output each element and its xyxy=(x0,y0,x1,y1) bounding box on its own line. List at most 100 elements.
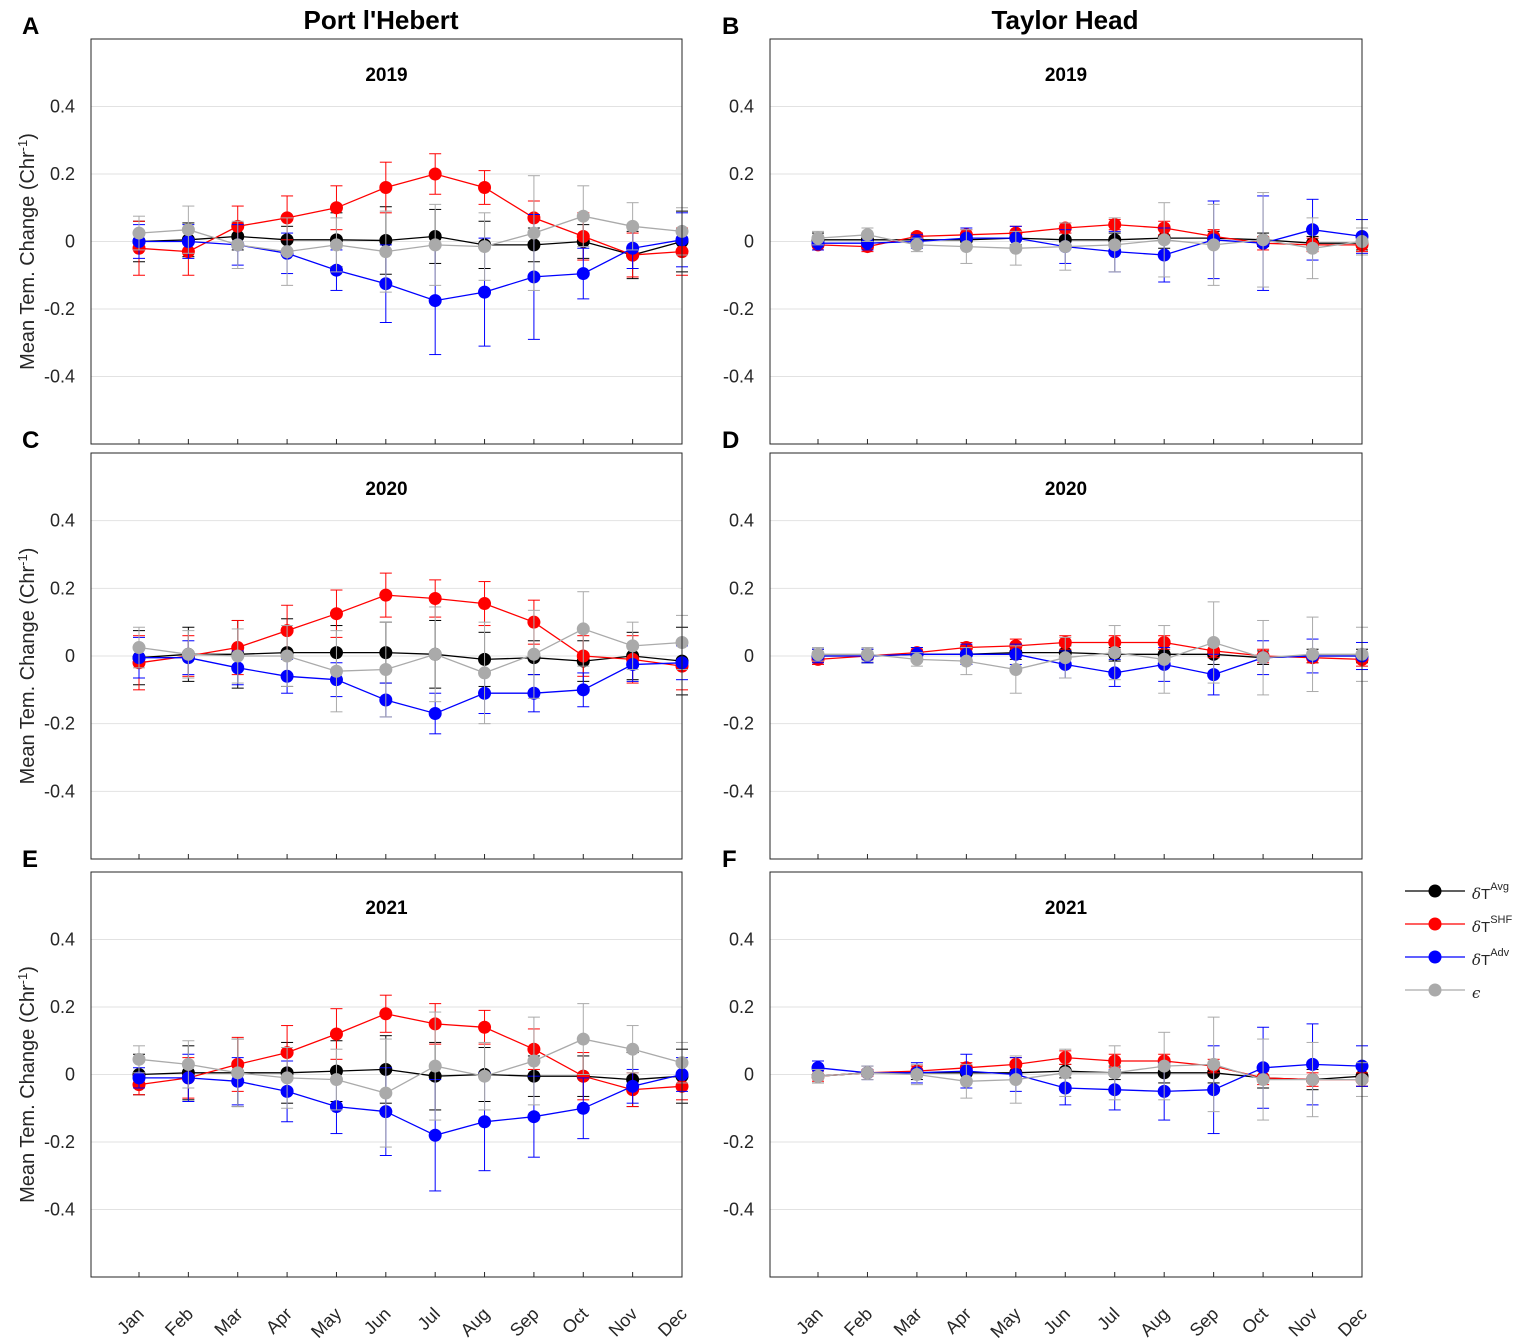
y-tick-label: 0.4 xyxy=(729,511,754,531)
data-point-eps xyxy=(910,1068,924,1081)
series-line-shf xyxy=(138,1013,683,1091)
y-tick-label: -0.2 xyxy=(44,714,75,734)
data-point-eps xyxy=(576,622,590,636)
y-axis-label: Mean Tem. Change (Chr-1) xyxy=(15,548,40,785)
series-shf xyxy=(132,994,689,1108)
data-point-shf xyxy=(576,1069,590,1083)
y-tick-label: -0.2 xyxy=(723,1132,754,1152)
series-shf xyxy=(811,218,1369,254)
data-point-shf xyxy=(379,181,393,194)
plot-frame xyxy=(90,452,683,860)
data-point-adv xyxy=(576,267,590,281)
x-tick-label: Mar xyxy=(890,1304,926,1338)
panel-letter: E xyxy=(22,846,38,873)
column-title-left: Port l'Hebert xyxy=(304,5,459,35)
plot-frame xyxy=(769,871,1363,1278)
data-point-eps xyxy=(1256,233,1270,247)
data-point-eps xyxy=(478,666,492,680)
data-point-eps xyxy=(811,1069,825,1083)
series-eps xyxy=(132,175,689,293)
plot-frame xyxy=(90,38,683,445)
data-point-eps xyxy=(478,1069,492,1083)
data-point-eps xyxy=(1256,651,1270,665)
legend-item-shf: δTSHF xyxy=(1405,914,1512,936)
x-tick-label: Apr xyxy=(941,1304,975,1338)
x-tick-label: Jul xyxy=(1093,1304,1123,1334)
panel-c: 0.4 0.2 0 -0.2 -0.4 2020 C Mean Tem. Change (Ch… xyxy=(15,427,689,860)
data-point-eps xyxy=(527,226,541,240)
data-point-eps xyxy=(1157,233,1171,247)
column-title-right: Taylor Head xyxy=(992,5,1139,35)
data-point-eps xyxy=(626,1042,640,1056)
panel-title: 2019 xyxy=(1045,65,1087,86)
y-tick-label: 0.2 xyxy=(729,164,754,184)
data-point-eps xyxy=(379,245,393,259)
series-line-adv xyxy=(817,1063,1363,1093)
data-point-eps xyxy=(280,649,294,663)
y-tick-label: 0.2 xyxy=(50,164,75,184)
data-point-eps xyxy=(329,238,343,252)
y-tick-label: 0.2 xyxy=(729,997,754,1017)
data-point-shf xyxy=(329,1027,343,1041)
y-tick-label: -0.4 xyxy=(44,367,75,387)
series-avg xyxy=(132,206,689,280)
data-point-eps xyxy=(478,240,492,254)
y-tick-label: -0.2 xyxy=(723,714,754,734)
series-line-eps xyxy=(818,641,1362,671)
data-point-shf xyxy=(478,1020,492,1034)
data-point-eps xyxy=(860,1066,874,1080)
series-adv xyxy=(132,212,689,356)
panel-a: 0.4 0.2 0 -0.2 -0.4 2019 A Mean Tem. Change (Ch… xyxy=(15,13,689,445)
y-tick-label: 0.4 xyxy=(50,930,75,950)
legend-marker xyxy=(1428,884,1442,898)
x-tick-label: May xyxy=(986,1304,1024,1338)
legend-label: ϵ xyxy=(1472,984,1481,1002)
panel-letter: B xyxy=(722,13,739,40)
series-line-shf xyxy=(817,1056,1362,1081)
data-point-eps xyxy=(527,1054,541,1068)
y-tick-label: -0.4 xyxy=(44,781,75,801)
data-point-eps xyxy=(1157,652,1171,666)
data-point-adv xyxy=(576,1101,590,1115)
series-line-adv xyxy=(139,239,683,302)
data-point-eps xyxy=(1058,651,1072,665)
data-point-eps xyxy=(181,223,195,237)
legend-label: δTAvg xyxy=(1472,881,1509,903)
data-point-eps xyxy=(959,654,973,668)
data-point-eps xyxy=(1009,241,1023,255)
x-tick-label: Jun xyxy=(1039,1304,1074,1338)
series-line-eps xyxy=(138,1038,683,1094)
series-line-avg xyxy=(138,1068,683,1081)
panel-title: 2021 xyxy=(365,898,408,919)
data-point-eps xyxy=(1108,238,1122,252)
data-point-eps xyxy=(576,209,590,223)
x-tick-label: Dec xyxy=(1334,1304,1371,1338)
y-tick-label: -0.4 xyxy=(723,1200,754,1220)
data-point-eps xyxy=(231,1066,245,1080)
data-point-shf xyxy=(478,597,492,611)
data-point-eps xyxy=(428,238,442,252)
panel-b: 0.4 0.2 0 -0.2 -0.4 2019 B xyxy=(722,13,1369,445)
legend-marker xyxy=(1428,917,1442,931)
data-point-eps xyxy=(626,639,640,653)
data-point-eps xyxy=(181,1057,195,1071)
data-point-eps xyxy=(280,1071,294,1085)
x-tick-label: Nov xyxy=(605,1304,642,1338)
data-point-eps xyxy=(860,647,874,661)
data-point-eps xyxy=(959,1074,973,1088)
series-adv xyxy=(811,638,1369,696)
series-line-avg xyxy=(138,651,683,662)
data-point-eps xyxy=(626,219,640,233)
plot-frame xyxy=(90,871,683,1278)
data-point-adv xyxy=(626,1079,640,1093)
x-tick-label: Apr xyxy=(262,1304,296,1338)
data-point-eps xyxy=(959,240,973,254)
data-point-eps xyxy=(811,231,825,245)
data-point-eps xyxy=(1306,647,1320,661)
x-tick-label: Jul xyxy=(414,1304,444,1334)
data-point-adv xyxy=(478,285,492,299)
x-tick-label: Feb xyxy=(840,1304,876,1338)
data-point-shf xyxy=(428,167,442,181)
y-tick-label: -0.2 xyxy=(44,1132,75,1152)
data-point-eps xyxy=(329,1073,343,1087)
